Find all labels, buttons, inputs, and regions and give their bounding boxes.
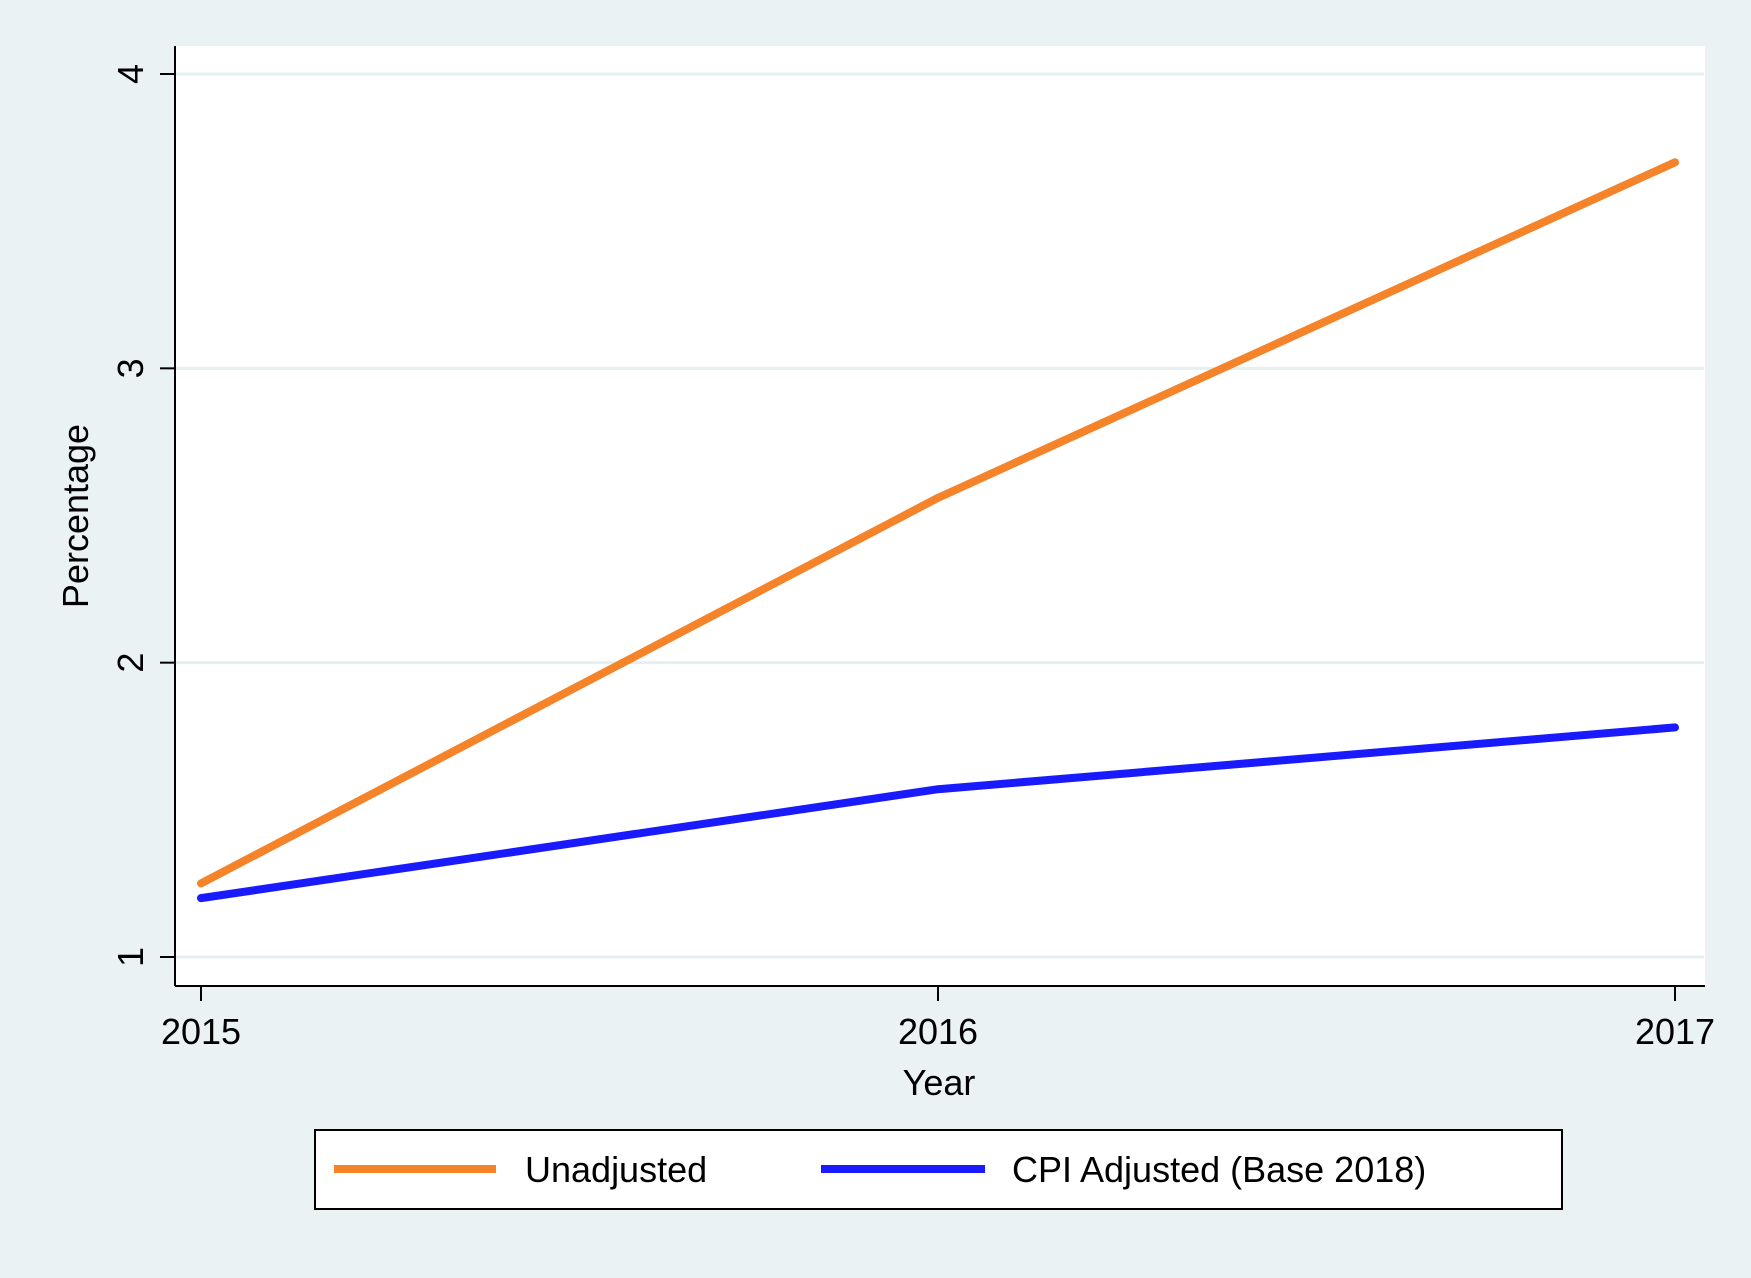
y-tick-label-3: 4	[110, 64, 151, 84]
y-tick-label-1: 2	[110, 653, 151, 673]
y-tick-label-0: 1	[110, 947, 151, 967]
series-0-point-0	[198, 880, 204, 887]
x-tick-label-0: 2015	[161, 1011, 241, 1052]
series-0-point-1	[935, 494, 941, 501]
y-tick-label-2: 3	[110, 358, 151, 378]
x-axis-ticks: 2015 2016 2017	[161, 986, 1715, 1052]
series-1-point-0	[198, 895, 204, 902]
y-axis-ticks: 1 2 3 4	[110, 64, 175, 967]
gridlines	[176, 72, 1704, 959]
plot-area	[175, 46, 1705, 986]
series-lines	[197, 158, 1679, 903]
series-0-point-2	[1672, 159, 1678, 166]
y-axis-label: Percentage	[55, 424, 96, 608]
legend-label-unadjusted: Unadjusted	[525, 1149, 707, 1190]
legend-label-cpi-adjusted: CPI Adjusted (Base 2018)	[1012, 1149, 1426, 1190]
x-tick-label-2: 2017	[1635, 1011, 1715, 1052]
series-1-point-1	[935, 786, 941, 793]
series-1-point-2	[1672, 724, 1678, 731]
legend: Unadjusted CPI Adjusted (Base 2018)	[314, 1129, 1563, 1210]
x-axis-label: Year	[903, 1062, 976, 1103]
x-tick-label-1: 2016	[898, 1011, 978, 1052]
